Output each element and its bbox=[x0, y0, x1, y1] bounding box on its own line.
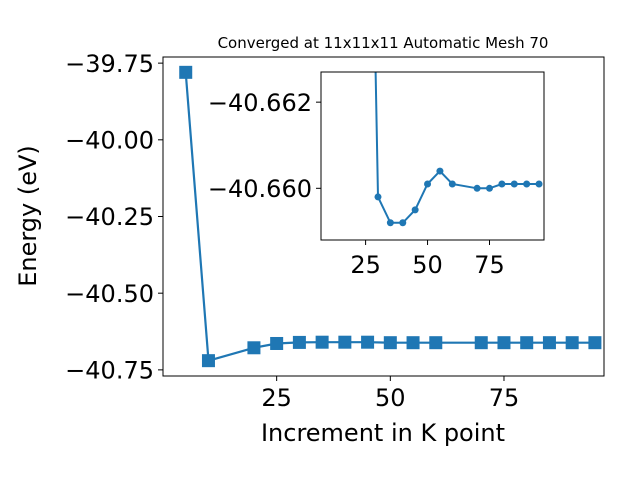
inset-data-point bbox=[386, 219, 394, 227]
main-chart-title: Converged at 11x11x11 Automatic Mesh 70 bbox=[218, 34, 549, 52]
inset-x-tick-label: 50 bbox=[412, 251, 443, 279]
inset-data-point bbox=[473, 184, 481, 192]
inset-axes-layer: 25 50 75 −40.662 −40.660 bbox=[208, 89, 505, 279]
inset-data-point bbox=[510, 180, 518, 188]
inset-x-tick-label: 75 bbox=[474, 251, 505, 279]
main-data-point bbox=[406, 336, 420, 350]
inset-data-point bbox=[399, 219, 407, 227]
main-data-point bbox=[292, 335, 306, 349]
inset-data-point bbox=[374, 193, 382, 201]
main-data-point bbox=[361, 335, 375, 349]
main-plot-layer bbox=[179, 65, 602, 368]
inset-data-point bbox=[424, 180, 432, 188]
inset-series-group bbox=[374, 72, 543, 227]
main-x-axis-label: Increment in K point bbox=[261, 419, 505, 447]
main-data-point bbox=[520, 336, 534, 350]
inset-background bbox=[321, 72, 544, 240]
inset-x-tick-label: 25 bbox=[350, 251, 381, 279]
inset-data-point bbox=[498, 180, 506, 188]
main-data-point bbox=[383, 336, 397, 350]
main-data-point bbox=[542, 336, 556, 350]
inset-y-tick-label: −40.662 bbox=[208, 89, 312, 117]
inset-data-point bbox=[485, 184, 493, 192]
inset-plot-frame bbox=[320, 71, 545, 241]
main-data-point bbox=[338, 335, 352, 349]
inset-data-point bbox=[411, 206, 419, 214]
main-data-point bbox=[429, 336, 443, 350]
main-x-tick-label: 75 bbox=[489, 384, 520, 412]
main-data-point bbox=[315, 335, 329, 349]
inset-plot-layer bbox=[374, 72, 543, 227]
main-y-tick-label: −40.75 bbox=[65, 357, 154, 385]
inset-data-point bbox=[436, 167, 444, 175]
main-data-point bbox=[247, 341, 261, 355]
inset-chart: 25 50 75 −40.662 −40.660 bbox=[208, 71, 545, 279]
main-data-point bbox=[179, 65, 193, 79]
main-y-tick-label: −40.00 bbox=[65, 126, 154, 154]
main-data-point bbox=[588, 336, 602, 350]
inset-y-tick-label: −40.660 bbox=[208, 175, 312, 203]
main-y-tick-label: −40.25 bbox=[65, 203, 154, 231]
main-data-point bbox=[497, 336, 511, 350]
inset-data-point bbox=[523, 180, 531, 188]
main-x-tick-label: 25 bbox=[261, 384, 292, 412]
inset-data-point bbox=[535, 180, 543, 188]
main-x-tick-label: 50 bbox=[375, 384, 406, 412]
inset-data-point bbox=[448, 180, 456, 188]
main-y-axis-label: Energy (eV) bbox=[14, 145, 42, 287]
main-y-tick-label: −39.75 bbox=[65, 50, 154, 78]
main-data-point bbox=[270, 336, 284, 350]
main-y-tick-label: −40.50 bbox=[65, 280, 154, 308]
main-axes-layer: 25 50 75 −39.75 −40.00 −40.25 −40.50 −40.75 bbox=[65, 50, 519, 412]
main-data-point bbox=[201, 354, 215, 368]
main-series-group bbox=[179, 65, 602, 368]
main-chart: 25 50 75 −39.75 −40.00 −40.25 −40.50 −40.75 Con… bbox=[14, 34, 605, 447]
main-data-point bbox=[474, 336, 488, 350]
main-data-point bbox=[565, 336, 579, 350]
